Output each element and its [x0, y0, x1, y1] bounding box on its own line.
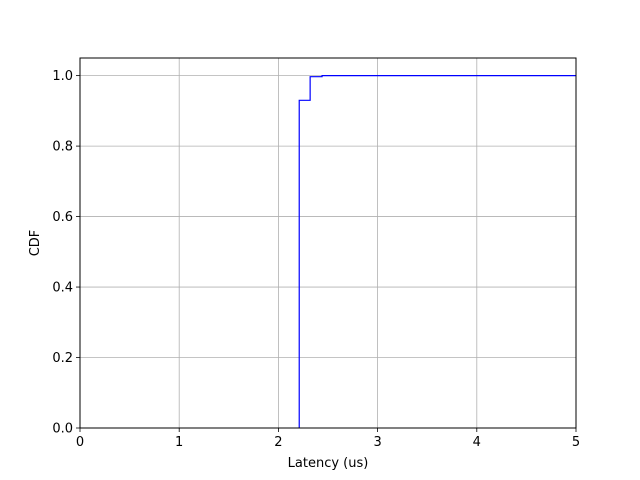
- x-tick-label: 0: [76, 435, 84, 450]
- x-tick-label: 2: [274, 435, 282, 450]
- y-axis-label: CDF: [28, 230, 43, 257]
- x-tick-label: 3: [373, 435, 381, 450]
- y-tick-label: 0.2: [52, 351, 73, 366]
- y-tick-label: 0.0: [52, 422, 73, 437]
- cdf-series-line: [298, 75, 576, 428]
- x-axis-label: Latency (us): [288, 456, 369, 471]
- tick-layer: 0 1 2 3 4 5 0.0 0.2 0.4 0.6 0.8 1.0: [52, 69, 580, 450]
- y-tick-label: 0.4: [52, 281, 73, 296]
- x-tick-label: 4: [473, 435, 481, 450]
- y-tick-label: 1.0: [52, 69, 73, 84]
- series-layer: [298, 75, 576, 428]
- x-tick-label: 1: [175, 435, 183, 450]
- plot-frame: [79, 57, 577, 429]
- x-tick-label: 5: [572, 435, 580, 450]
- y-tick-label: 0.8: [52, 140, 73, 155]
- y-tick-label: 0.6: [52, 210, 73, 225]
- grid-layer: [79, 58, 577, 429]
